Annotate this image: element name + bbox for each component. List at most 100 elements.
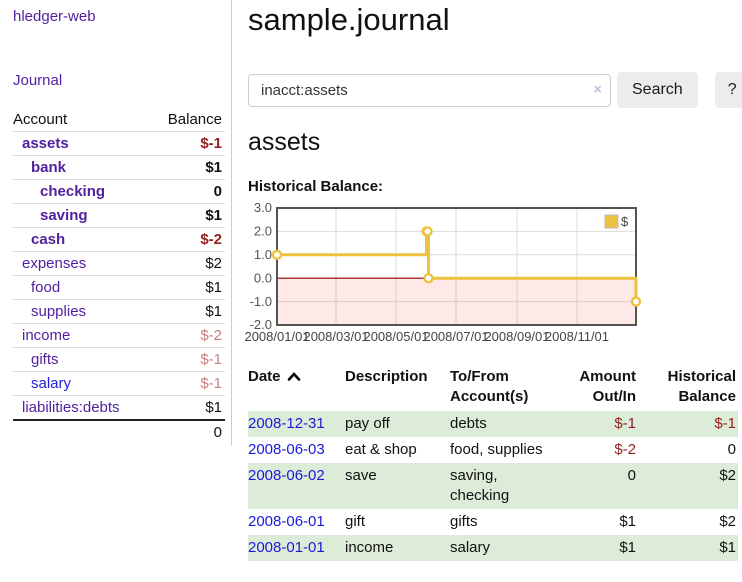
account-row: bank $1 xyxy=(13,155,225,180)
transaction-amount: $1 xyxy=(619,539,636,556)
account-row: checking 0 xyxy=(13,179,225,204)
svg-text:-2.0: -2.0 xyxy=(250,317,272,332)
chart-title: Historical Balance: xyxy=(248,178,384,195)
svg-text:2008/11/01: 2008/11/01 xyxy=(545,329,609,344)
transaction-date-link[interactable]: 2008-06-02 xyxy=(248,467,325,484)
account-link[interactable]: food xyxy=(31,279,61,296)
account-link[interactable]: supplies xyxy=(31,303,87,320)
transaction-date-link[interactable]: 2008-12-31 xyxy=(248,415,325,432)
account-link[interactable]: gifts xyxy=(31,351,59,368)
account-column-header: Account xyxy=(13,111,68,128)
register-row[interactable]: 2008-06-02 save saving, checking 0 $2 xyxy=(248,463,738,509)
sidebar: hledger-web Journal Account Balance asse… xyxy=(0,0,232,446)
transaction-date: 2008-06-02 xyxy=(248,463,345,509)
transaction-balance: 0 xyxy=(727,441,736,458)
svg-text:3.0: 3.0 xyxy=(254,200,272,215)
app-title-link[interactable]: hledger-web xyxy=(13,8,96,25)
transaction-accounts: salary xyxy=(450,539,491,556)
account-link[interactable]: salary xyxy=(31,375,72,392)
accounts-column-header[interactable]: To/From Account(s) xyxy=(450,368,529,405)
account-balance: $-1 xyxy=(150,347,225,372)
register-table: Date Description To/From Account(s) Amou… xyxy=(248,367,738,561)
total-spacer xyxy=(13,419,151,444)
account-link[interactable]: checking xyxy=(40,183,106,200)
transaction-date: 2008-06-03 xyxy=(248,437,345,463)
account-heading: assets xyxy=(248,128,321,156)
account-balance: $-1 xyxy=(150,371,225,396)
search-input[interactable] xyxy=(248,73,611,107)
historical-balance-chart: $3.0 2.0 1.0 0.0 -1.0 -2.0 2008/01/01 2008/03/0… xyxy=(244,200,742,347)
transaction-amount: $1 xyxy=(619,513,636,530)
page-title: sample.journal xyxy=(248,2,450,37)
search-form: × Search ? xyxy=(248,72,742,108)
accounts-total-row: 0 xyxy=(13,419,225,444)
transaction-description: eat & shop xyxy=(345,441,417,458)
transaction-amount: $-2 xyxy=(614,441,636,458)
account-link[interactable]: income xyxy=(22,327,71,344)
account-balance: $1 xyxy=(150,155,225,180)
svg-text:2008/01/01: 2008/01/01 xyxy=(244,329,309,344)
transaction-date-link[interactable]: 2008-01-01 xyxy=(248,539,325,556)
account-balance: $-2 xyxy=(150,227,225,252)
svg-text:$: $ xyxy=(621,214,629,229)
account-balance: $-1 xyxy=(150,131,225,156)
register-row[interactable]: 2008-01-01 income salary $1 $1 xyxy=(248,535,738,561)
account-row: cash $-2 xyxy=(13,227,225,252)
transaction-balance: $1 xyxy=(719,539,736,556)
transaction-amount: $-1 xyxy=(614,415,636,432)
transaction-balance: $-1 xyxy=(714,415,736,432)
account-row: gifts $-1 xyxy=(13,347,225,372)
account-link[interactable]: saving xyxy=(40,207,88,224)
transaction-date: 2008-06-01 xyxy=(248,509,345,535)
accounts-table: Account Balance assets $-1 bank $1 checking 0… xyxy=(13,108,225,444)
svg-text:0.0: 0.0 xyxy=(254,270,272,285)
register-row[interactable]: 2008-06-03 eat & shop food, supplies $-2 0 xyxy=(248,437,738,463)
accounts-total-value: 0 xyxy=(150,419,225,444)
register-row[interactable]: 2008-12-31 pay off debts $-1 $-1 xyxy=(248,411,738,437)
date-column-header[interactable]: Date xyxy=(248,367,345,411)
sort-ascending-icon xyxy=(287,368,301,388)
sidebar-nav: Journal xyxy=(13,72,231,90)
account-row: income $-2 xyxy=(13,323,225,348)
transaction-description: pay off xyxy=(345,415,390,432)
account-row: assets $-1 xyxy=(13,131,225,156)
transaction-description: gift xyxy=(345,513,366,530)
account-row: food $1 xyxy=(13,275,225,300)
app-title: hledger-web xyxy=(13,8,231,26)
account-link[interactable]: cash xyxy=(31,231,66,248)
register-header-row: Date Description To/From Account(s) Amou… xyxy=(248,367,738,411)
help-button[interactable]: ? xyxy=(714,72,742,108)
transaction-balance: $2 xyxy=(719,467,736,484)
amount-column-header[interactable]: Amount Out/In xyxy=(579,368,636,405)
account-link[interactable]: bank xyxy=(31,159,67,176)
balance-column-header-main[interactable]: Historical Balance xyxy=(667,368,736,405)
account-row: saving $1 xyxy=(13,203,225,228)
account-balance: $1 xyxy=(150,203,225,228)
account-balance: $1 xyxy=(150,275,225,300)
account-link[interactable]: assets xyxy=(22,135,69,152)
search-button[interactable]: Search xyxy=(617,72,698,108)
account-rows: assets $-1 bank $1 checking 0 saving $1 cash $-2 e… xyxy=(13,131,225,420)
register-rows: 2008-12-31 pay off debts $-1 $-1 2008-06-03 ea… xyxy=(248,411,738,561)
journal-link[interactable]: Journal xyxy=(13,72,63,89)
transaction-accounts: food, supplies xyxy=(450,441,543,458)
account-balance: $1 xyxy=(150,395,225,420)
transaction-accounts: gifts xyxy=(450,513,478,530)
description-column-header[interactable]: Description xyxy=(345,368,428,385)
svg-text:1.0: 1.0 xyxy=(254,247,272,262)
account-link[interactable]: liabilities:debts xyxy=(22,399,120,416)
transaction-date: 2008-12-31 xyxy=(248,411,345,437)
account-row: supplies $1 xyxy=(13,299,225,324)
transaction-date-link[interactable]: 2008-06-03 xyxy=(248,441,325,458)
account-row: liabilities:debts $1 xyxy=(13,395,225,420)
transaction-date-link[interactable]: 2008-06-01 xyxy=(248,513,325,530)
account-balance: $2 xyxy=(150,251,225,276)
svg-text:2008/07/01: 2008/07/01 xyxy=(423,329,488,344)
account-row: salary $-1 xyxy=(13,371,225,396)
app: hledger-web Journal Account Balance asse… xyxy=(0,0,742,561)
account-balance: $-2 xyxy=(150,323,225,348)
account-link[interactable]: expenses xyxy=(22,255,87,272)
register-row[interactable]: 2008-06-01 gift gifts $1 $2 xyxy=(248,509,738,535)
clear-search-icon[interactable]: × xyxy=(593,80,602,98)
svg-text:2008/05/01: 2008/05/01 xyxy=(363,329,428,344)
